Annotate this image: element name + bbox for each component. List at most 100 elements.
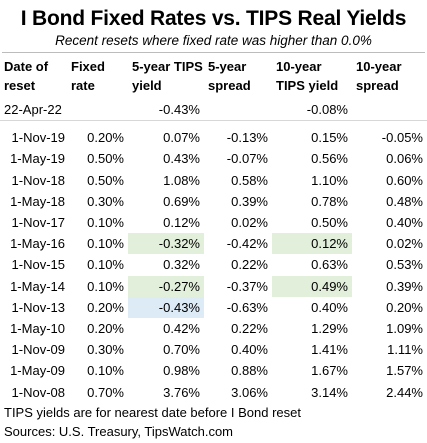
row-date: 1-Nov-13 <box>11 299 65 315</box>
row-spread5: -0.13% <box>226 130 268 146</box>
col-header-tips10: 10-year TIPS yield <box>276 59 339 93</box>
row-date: 1-Nov-17 <box>11 215 65 231</box>
table-row: 1-Nov-17 0.10% 0.12% 0.02% 0.50% 0.40% <box>0 212 427 233</box>
rates-table: Date of reset Fixed rate 5-year TIPS yie… <box>0 53 427 403</box>
page-subtitle: Recent resets where fixed rate was highe… <box>2 32 425 53</box>
row-tips10-yield: 0.50% <box>311 215 348 231</box>
row-spread10: 1.09% <box>386 320 423 336</box>
row-spread10: 1.57% <box>386 363 423 379</box>
row-spread5: -0.42% <box>226 236 268 252</box>
row-tips5-yield: 1.08% <box>163 172 200 188</box>
row-spread5: 0.22% <box>231 257 268 273</box>
row-date: 1-May-19 <box>10 151 65 167</box>
row-date: 1-May-18 <box>10 193 65 209</box>
row-spread5: -0.07% <box>226 151 268 167</box>
header-row: Date of reset Fixed rate 5-year TIPS yie… <box>0 53 427 99</box>
row-tips10-yield: 3.14% <box>311 384 348 400</box>
row-fixed-rate: 0.50% <box>87 151 124 167</box>
table-row: 1-Nov-09 0.30% 0.70% 0.40% 1.41% 1.11% <box>0 339 427 360</box>
col-header-date: Date of reset <box>4 59 49 93</box>
page-title: I Bond Fixed Rates vs. TIPS Real Yields <box>20 7 407 30</box>
row-fixed-rate: 0.30% <box>87 193 124 209</box>
row-spread10: 0.20% <box>386 299 423 315</box>
row-fixed-rate: 0.10% <box>87 257 124 273</box>
row-spread10: 0.39% <box>386 278 423 294</box>
row-tips10-yield: 1.41% <box>311 342 348 358</box>
row-spread5: -0.37% <box>226 278 268 294</box>
row-tips10-yield: 1.29% <box>311 320 348 336</box>
table-row: 1-Nov-15 0.10% 0.32% 0.22% 0.63% 0.53% <box>0 254 427 275</box>
table-row: 1-Nov-13 0.20% -0.43% -0.63% 0.40% 0.20% <box>0 296 427 318</box>
row-date: 1-Nov-08 <box>11 384 65 400</box>
row-spread10: -0.05% <box>381 130 423 146</box>
row-date: 1-May-14 <box>10 278 65 294</box>
footnote: TIPS yields are for nearest date before … <box>4 404 301 420</box>
table-row: 1-Nov-19 0.20% 0.07% -0.13% 0.15% -0.05% <box>0 127 427 148</box>
col-header-spread10: 10-year spread <box>356 59 402 93</box>
row-tips5-yield: -0.27% <box>128 275 204 297</box>
row-spread5: 0.58% <box>231 172 268 188</box>
row-date: 1-Nov-18 <box>11 172 65 188</box>
table-row: 1-May-09 0.10% 0.98% 0.88% 1.67% 1.57% <box>0 360 427 381</box>
row-date: 1-May-10 <box>10 320 65 336</box>
row-tips5-yield: -0.43% <box>128 296 204 318</box>
row-tips5-yield: 0.07% <box>163 130 200 146</box>
row-spread5: 0.88% <box>231 363 268 379</box>
row-spread5: 3.06% <box>231 384 268 400</box>
row-date: 1-Nov-09 <box>11 342 65 358</box>
row-tips5-yield: 0.98% <box>163 363 200 379</box>
current-fixed <box>67 99 128 122</box>
current-spread10 <box>352 99 427 122</box>
row-tips10-yield: 0.56% <box>311 151 348 167</box>
row-tips10-yield: 0.78% <box>311 193 348 209</box>
row-spread10: 0.06% <box>386 151 423 167</box>
row-fixed-rate: 0.10% <box>87 278 124 294</box>
table-row: 1-Nov-18 0.50% 1.08% 0.58% 1.10% 0.60% <box>0 170 427 191</box>
row-spread5: -0.63% <box>226 299 268 315</box>
current-date: 22-Apr-22 <box>0 99 67 122</box>
row-tips5-yield: 0.43% <box>163 151 200 167</box>
table-row: 1-May-14 0.10% -0.27% -0.37% 0.49% 0.39% <box>0 275 427 297</box>
row-tips10-yield: 1.67% <box>311 363 348 379</box>
col-header-spread5: 5-year spread <box>208 59 251 93</box>
row-spread10: 0.60% <box>386 172 423 188</box>
row-tips5-yield: -0.32% <box>128 233 204 255</box>
row-fixed-rate: 0.10% <box>87 363 124 379</box>
table-row: 1-May-16 0.10% -0.32% -0.42% 0.12% 0.02% <box>0 233 427 255</box>
row-fixed-rate: 0.70% <box>87 384 124 400</box>
row-spread5: 0.40% <box>231 342 268 358</box>
row-spread10: 2.44% <box>386 384 423 400</box>
current-row: 22-Apr-22 -0.43% -0.08% <box>0 99 427 122</box>
row-spread10: 0.02% <box>386 236 423 252</box>
row-date: 1-Nov-19 <box>11 130 65 146</box>
table-row: 1-Nov-08 0.70% 3.76% 3.06% 3.14% 2.44% <box>0 381 427 402</box>
sources: Sources: U.S. Treasury, TipsWatch.com <box>4 423 234 439</box>
row-tips10-yield: 0.63% <box>311 257 348 273</box>
table-row: 1-May-18 0.30% 0.69% 0.39% 0.78% 0.48% <box>0 191 427 212</box>
row-date: 1-May-16 <box>10 236 65 252</box>
row-fixed-rate: 0.20% <box>87 130 124 146</box>
row-tips10-yield: 0.49% <box>272 275 352 297</box>
table-row: 1-May-10 0.20% 0.42% 0.22% 1.29% 1.09% <box>0 318 427 339</box>
row-fixed-rate: 0.20% <box>87 299 124 315</box>
row-spread10: 1.11% <box>387 342 423 358</box>
row-spread5: 0.02% <box>231 215 268 231</box>
row-fixed-rate: 0.30% <box>87 342 124 358</box>
row-spread10: 0.48% <box>386 193 423 209</box>
row-spread5: 0.39% <box>231 193 268 209</box>
row-tips5-yield: 3.76% <box>163 384 200 400</box>
row-fixed-rate: 0.20% <box>87 320 124 336</box>
current-spread5 <box>204 99 272 122</box>
row-date: 1-May-09 <box>10 363 65 379</box>
row-fixed-rate: 0.50% <box>87 172 124 188</box>
row-spread10: 0.40% <box>386 215 423 231</box>
col-header-fixed: Fixed rate <box>71 59 105 93</box>
row-tips10-yield: 1.10% <box>311 172 348 188</box>
row-tips10-yield: 0.12% <box>272 233 352 255</box>
row-tips10-yield: 0.40% <box>311 299 348 315</box>
row-spread5: 0.22% <box>231 320 268 336</box>
row-tips5-yield: 0.12% <box>163 215 200 231</box>
current-tips10: -0.08% <box>272 99 352 122</box>
table-row: 1-May-19 0.50% 0.43% -0.07% 0.56% 0.06% <box>0 148 427 169</box>
row-tips10-yield: 0.15% <box>311 130 348 146</box>
